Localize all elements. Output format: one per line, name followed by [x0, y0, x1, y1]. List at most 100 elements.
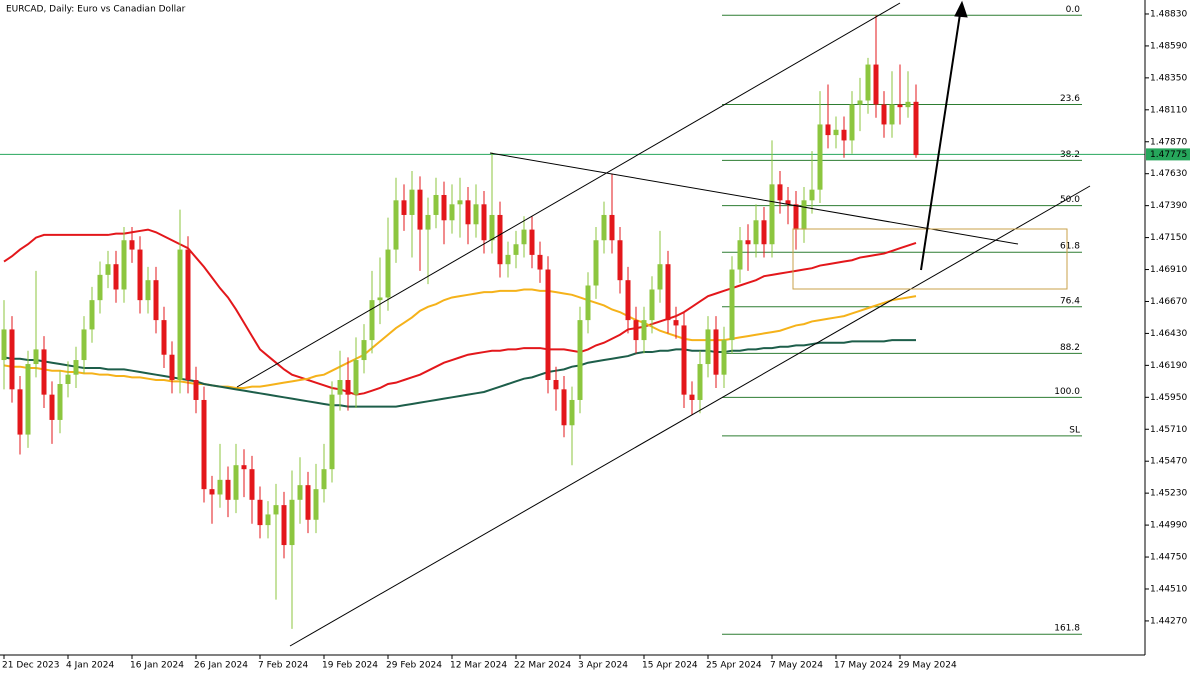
moving-average: [3, 288, 917, 389]
candle-body: [913, 101, 919, 156]
fib-label: 23.6: [1060, 94, 1080, 104]
candle-body: [865, 64, 871, 101]
candle-body: [337, 380, 343, 395]
candle-body: [137, 249, 143, 301]
candle-body: [713, 329, 719, 375]
candle-body: [665, 264, 671, 321]
candle-body: [361, 340, 367, 361]
candle-body: [17, 389, 23, 435]
candle-body: [121, 240, 127, 290]
candle-body: [161, 320, 167, 355]
candle-body: [585, 285, 591, 321]
moving-average: [3, 339, 916, 408]
candle-body: [145, 280, 151, 301]
candle-body: [777, 184, 783, 201]
y-tick-label: 1.45470: [1150, 457, 1187, 467]
candle-body: [873, 64, 879, 105]
y-tick-label: 1.46430: [1150, 329, 1187, 339]
x-tick-label: 22 Mar 2024: [514, 661, 571, 671]
candle-body: [353, 360, 359, 395]
y-tick-label: 1.46910: [1150, 265, 1187, 275]
fib-label: 61.8: [1060, 242, 1080, 252]
candle-body: [689, 394, 695, 400]
arrow-shaft: [920, 13, 961, 271]
candle-body: [785, 200, 791, 205]
candle-body: [569, 399, 575, 426]
candle-body: [129, 240, 135, 250]
chart-title: EURCAD, Daily: Euro vs Canadian Dollar: [6, 5, 186, 15]
candle-body: [649, 289, 655, 321]
candle-body: [481, 204, 487, 241]
y-tick-label: 1.44270: [1150, 616, 1187, 626]
candle-body: [449, 204, 455, 221]
candle-body: [857, 100, 863, 105]
x-tick-label: 3 Apr 2024: [578, 661, 628, 671]
candle-body: [905, 101, 911, 108]
candle-body: [721, 340, 727, 375]
candle-body: [89, 300, 95, 330]
candle-body: [737, 240, 743, 270]
candle-body: [65, 374, 71, 385]
current-price-box: [1146, 148, 1190, 161]
candle-body: [401, 200, 407, 215]
y-tick-label: 1.44750: [1150, 553, 1187, 563]
candle-body: [681, 325, 687, 395]
candle-body: [497, 214, 503, 265]
drawings: [236, 0, 1091, 647]
candle-body: [465, 200, 471, 225]
candle-body: [705, 329, 711, 365]
candle-body: [425, 214, 431, 230]
x-tick-label: 4 Jan 2024: [66, 661, 114, 671]
candle-body: [57, 384, 63, 420]
candle-body: [249, 469, 255, 500]
y-tick-label: 1.45950: [1150, 393, 1187, 403]
candle-body: [321, 469, 327, 490]
candle-body: [601, 214, 607, 241]
candle-body: [313, 489, 319, 520]
candle-body: [73, 360, 79, 375]
arrow-head: [954, 0, 968, 18]
candle-body: [417, 189, 423, 230]
candle-body: [225, 479, 231, 500]
y-tick-label: 1.48590: [1150, 41, 1187, 51]
candle-body: [33, 349, 39, 365]
y-tick-label: 1.44510: [1150, 584, 1187, 594]
candle-body: [257, 499, 263, 526]
y-tick-label: 1.47870: [1150, 137, 1187, 147]
candle-body: [185, 249, 191, 381]
candle-body: [105, 264, 111, 275]
candle-body: [241, 465, 247, 470]
candle-body: [41, 349, 47, 395]
candle-body: [433, 194, 439, 215]
candle-body: [521, 229, 527, 245]
x-tick-label: 7 Feb 2024: [258, 661, 309, 671]
x-tick-label: 15 Apr 2024: [642, 661, 698, 671]
channel-lower: [289, 185, 1091, 647]
candle-body: [233, 465, 239, 500]
candle-body: [193, 380, 199, 400]
candle-body: [201, 399, 207, 490]
candle-body: [369, 300, 375, 341]
candle-body: [809, 189, 815, 201]
candle-body: [297, 485, 303, 500]
candle-body: [457, 200, 463, 205]
fib-label: 50.0: [1060, 195, 1080, 205]
candle-body: [561, 389, 567, 426]
candle-body: [169, 354, 175, 381]
fib-label: 161.8: [1054, 624, 1080, 634]
fib-label: 88.2: [1060, 343, 1080, 353]
candle-body: [329, 394, 335, 470]
candle-body: [697, 364, 703, 400]
candle-body: [657, 264, 663, 290]
candle-body: [729, 269, 735, 341]
candle-body: [25, 364, 31, 435]
candle-body: [305, 485, 311, 520]
y-tick-label: 1.44990: [1150, 521, 1187, 531]
candle-body: [409, 189, 415, 215]
candle-body: [217, 479, 223, 495]
candle-body: [273, 505, 279, 515]
candle-body: [593, 240, 599, 286]
candle-body: [577, 320, 583, 400]
candle-body: [177, 249, 183, 381]
